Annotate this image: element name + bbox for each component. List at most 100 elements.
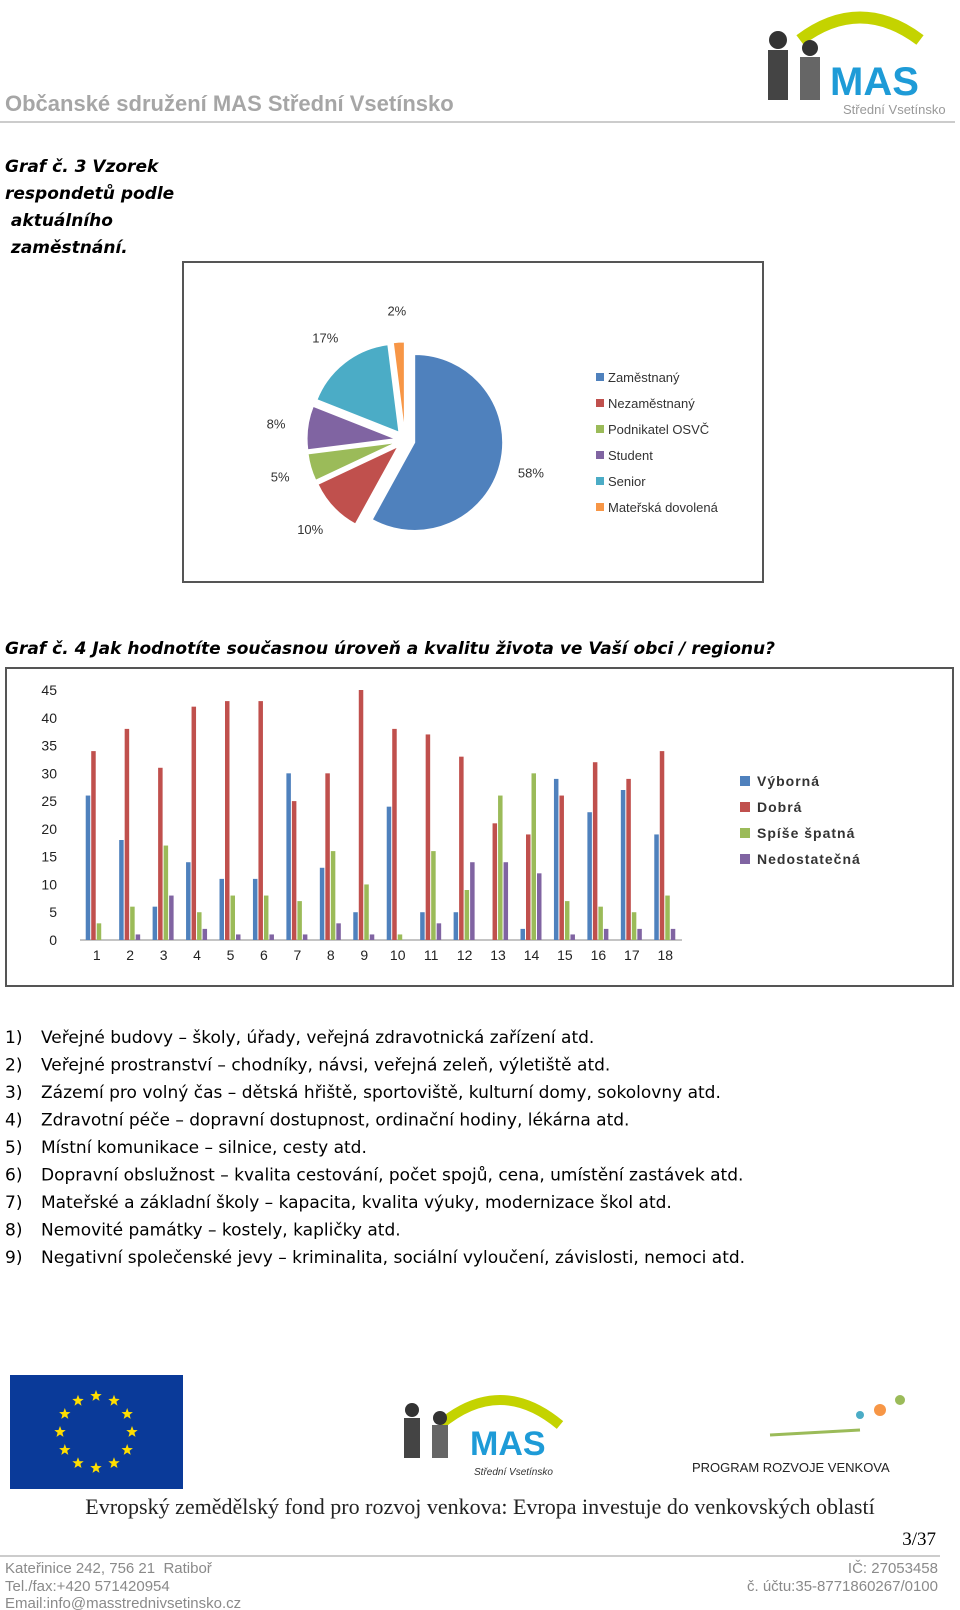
bar xyxy=(258,701,263,940)
bar xyxy=(85,795,91,940)
eu-star xyxy=(121,1444,133,1455)
footer-tel: Tel./fax:+420 571420954 xyxy=(5,1578,170,1595)
y-tick-label: 5 xyxy=(49,904,57,920)
legend-swatch xyxy=(740,828,750,838)
x-tick-label: 4 xyxy=(193,947,201,963)
legend-swatch xyxy=(596,373,604,381)
bar xyxy=(230,895,235,940)
bar xyxy=(492,823,498,940)
bar xyxy=(498,795,503,940)
eu-star xyxy=(108,1457,120,1468)
x-tick-label: 10 xyxy=(390,947,406,963)
logo-subtext: Střední Vsetínsko xyxy=(843,102,946,117)
y-tick-label: 10 xyxy=(41,876,57,892)
footer-email: Email:info@masstrednivsetinsko.cz xyxy=(5,1595,241,1610)
bar xyxy=(124,728,130,940)
footer-ic: IČ: 27053458 xyxy=(848,1560,938,1577)
x-tick-label: 17 xyxy=(624,947,640,963)
legend-label: Nezaměstnaný xyxy=(608,396,695,411)
bar xyxy=(654,834,659,940)
legend-swatch xyxy=(596,451,604,459)
bar xyxy=(553,778,559,940)
bar xyxy=(364,884,369,940)
bar xyxy=(537,873,542,940)
footer-address: Kateřinice 242, 756 21 Ratiboř xyxy=(5,1560,213,1577)
pie-label: 17% xyxy=(312,330,338,345)
pie-slice xyxy=(317,445,399,525)
x-tick-label: 12 xyxy=(457,947,473,963)
list-text: Nemovité památky – kostely, kapličky atd… xyxy=(41,1221,401,1241)
bar xyxy=(637,928,642,940)
y-tick-label: 20 xyxy=(41,821,57,837)
pie-label: 2% xyxy=(387,303,406,318)
footer-mas-logo: MAS Střední Vsetínsko xyxy=(404,1395,564,1478)
bar xyxy=(96,923,102,940)
x-tick-label: 3 xyxy=(160,947,168,963)
y-tick-label: 45 xyxy=(41,682,57,698)
bar xyxy=(631,912,637,940)
header-logo: MAS Střední Vsetínsko xyxy=(768,11,946,117)
bar xyxy=(169,895,174,940)
bar xyxy=(358,690,364,940)
legend-swatch xyxy=(740,776,750,786)
bar xyxy=(459,756,464,940)
eu-star xyxy=(121,1408,133,1419)
list: 1) Veřejné budovy – školy, úřady, veřejná… xyxy=(5,1028,745,1268)
x-tick-label: 16 xyxy=(591,947,607,963)
y-tick-label: 30 xyxy=(41,765,57,781)
bar xyxy=(670,928,676,940)
y-tick-label: 0 xyxy=(49,932,57,948)
x-tick-label: 5 xyxy=(227,947,235,963)
bar xyxy=(336,923,341,940)
bar xyxy=(297,901,302,940)
bar xyxy=(520,928,525,940)
list-number: 3) xyxy=(5,1083,22,1103)
bar xyxy=(425,734,431,940)
footer-banner: Evropský zemědělský fond pro rozvoj venk… xyxy=(85,1494,874,1519)
bar xyxy=(163,845,169,940)
pie-frame xyxy=(182,261,764,583)
logo-text: MAS xyxy=(830,60,919,104)
bar xyxy=(392,728,397,940)
y-tick-label: 15 xyxy=(41,849,57,865)
bar xyxy=(225,701,230,940)
legend-swatch xyxy=(596,425,604,433)
eu-star xyxy=(126,1426,138,1437)
pie-label: 8% xyxy=(267,417,286,432)
bar xyxy=(291,801,297,940)
bar xyxy=(369,934,375,940)
bar xyxy=(158,767,163,940)
bar xyxy=(202,928,208,940)
bar xyxy=(531,773,536,940)
list-number: 8) xyxy=(5,1221,22,1241)
bar xyxy=(587,812,592,940)
legend-label: Spíše špatná xyxy=(757,825,855,841)
legend-swatch xyxy=(596,503,604,511)
bar xyxy=(152,906,158,940)
caption-graph4: Graf č. 4 Jak hodnotíte současnou úroveň… xyxy=(5,639,775,659)
bar-frame xyxy=(5,667,954,987)
list-text: Veřejné budovy – školy, úřady, veřejná z… xyxy=(41,1028,594,1048)
x-tick-label: 11 xyxy=(424,947,439,963)
bar xyxy=(397,934,403,940)
bar xyxy=(386,806,392,940)
legend-label: Dobrá xyxy=(757,799,802,815)
bar xyxy=(603,928,609,940)
pie-slice xyxy=(306,405,396,451)
program-text: PROGRAM ROZVOJE VENKOVA xyxy=(692,1460,890,1475)
x-tick-label: 7 xyxy=(293,947,301,963)
bar xyxy=(186,862,191,940)
eu-star xyxy=(90,1390,102,1401)
bar xyxy=(470,862,475,940)
legend-label: Mateřská dovolená xyxy=(608,500,719,515)
bar xyxy=(431,851,436,940)
page-number: 3/37 xyxy=(902,1529,936,1550)
legend-label: Zaměstnaný xyxy=(608,370,680,385)
pie-label: 5% xyxy=(271,469,290,484)
bar xyxy=(286,773,291,940)
legend-label: Student xyxy=(608,448,653,463)
eu-star xyxy=(59,1408,71,1419)
list-text: Místní komunikace – silnice, cesty atd. xyxy=(41,1138,367,1158)
bar xyxy=(197,912,202,940)
